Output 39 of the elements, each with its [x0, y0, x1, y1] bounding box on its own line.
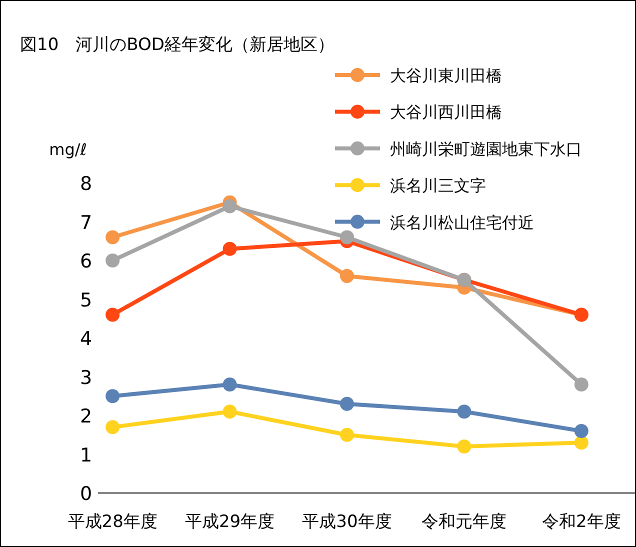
legend-label: 大谷川東川田橋	[390, 66, 502, 85]
x-tick-label: 令和元年度	[422, 512, 507, 532]
point	[574, 378, 588, 392]
point	[106, 420, 120, 434]
x-tick-label: 令和2年度	[542, 512, 621, 532]
point	[222, 404, 237, 419]
chart-title: 図10 河川のBOD経年変化（新居地区）	[20, 35, 334, 55]
legend-label: 浜名川松山住宅付近	[390, 212, 534, 232]
y-tick-label: 2	[80, 406, 92, 428]
point	[340, 230, 354, 244]
y-tick-label: 6	[80, 250, 92, 272]
y-tick-label: 3	[80, 366, 92, 389]
point	[340, 269, 354, 283]
y-tick-label: 8	[80, 173, 92, 195]
point	[457, 440, 472, 454]
y-axis-title: mg/ℓ	[49, 140, 87, 159]
point	[106, 254, 120, 268]
x-tick-label: 平成28年度	[68, 512, 158, 532]
legend-label: 州崎川栄町遊園地東下水口	[390, 139, 582, 158]
y-tick-label: 7	[80, 212, 92, 234]
point	[106, 389, 120, 404]
point	[457, 404, 472, 419]
point	[574, 424, 588, 438]
x-tick-label: 平成30年度	[302, 512, 392, 532]
point	[340, 428, 354, 442]
point	[222, 242, 237, 256]
y-tick-label: 1	[80, 444, 92, 466]
legend-label: 大谷川西川田橋	[390, 102, 502, 122]
point	[106, 230, 120, 244]
point	[222, 378, 237, 392]
y-tick-label: 0	[80, 483, 92, 505]
legend-label: 浜名川三文字	[390, 176, 486, 196]
y-tick-label: 4	[80, 328, 92, 350]
point	[106, 308, 120, 322]
point	[222, 199, 237, 214]
y-tick-label: 5	[80, 289, 92, 312]
point	[340, 396, 354, 411]
x-tick-label: 平成29年度	[184, 512, 275, 532]
point	[574, 436, 588, 450]
